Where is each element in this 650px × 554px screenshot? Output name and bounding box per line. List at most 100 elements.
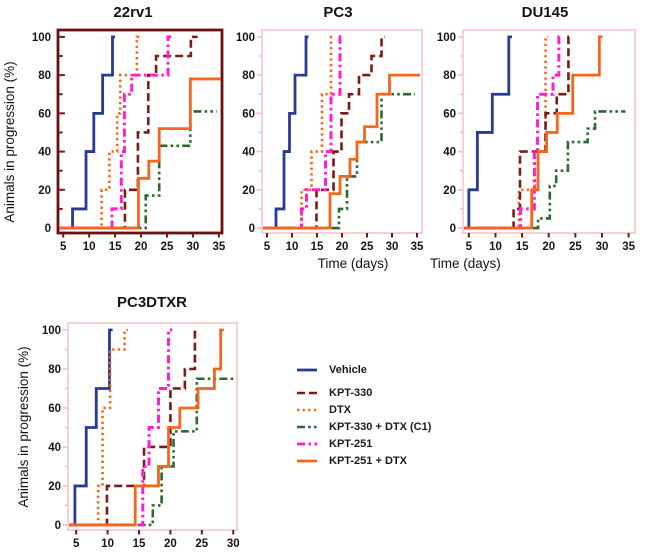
x-tick-label: 5 [60,241,67,253]
legend-item-dtx: DTX [296,401,431,418]
series-kpt251 [263,35,343,230]
series-kpt251dtx [59,77,221,230]
x-tick-label: 25 [569,241,582,253]
x-tick-label: 5 [264,241,271,253]
y-axis-label-pc3dtxr: Animals in progression (%) [16,346,31,507]
chart-du145: DU145 0 20 40 60 80 100 5 10 15 20 25 30 35 [437,4,636,253]
legend-label: KPT-330 + DTX (C1) [329,420,432,433]
series-dtx [464,35,549,230]
series-dtx [59,35,140,230]
series-vehicle [464,35,512,230]
series-kpt251 [69,328,173,527]
series-kpt330 [464,35,573,230]
y-tick-label: 40 [443,147,456,159]
series-kpt251dtx [69,328,224,527]
series-vehicle [263,35,309,230]
chart-title-pc3dtxr: PC3DTXR [117,294,187,311]
x-tick-label: 10 [286,241,299,253]
y-axis-label-22rv1: Animals in progression (%) [2,61,17,222]
series-vehicle [59,35,116,230]
x-tick-label: 30 [386,241,399,253]
series-kpt330dtx [464,110,626,230]
chart-22rv1: 22rv1 Animals in progression (%) 0 20 40 60… [2,4,226,253]
kpt330-line-swatch-icon [297,391,317,394]
series-kpt330dtx [59,110,217,230]
x-tick-label: 30 [596,241,609,253]
y-tick-label: 60 [242,108,255,120]
y-tick-label: 60 [443,108,456,120]
y-tick-label: 20 [242,185,255,197]
x-tick-label: 15 [109,241,122,253]
legend-label: KPT-251 [329,437,373,450]
kpt251-line-swatch-icon [297,442,317,445]
x-tick-label: 15 [133,538,146,550]
legend-item-kpt251: KPT-251 [296,435,431,452]
y-tick-label: 60 [38,108,51,120]
series-kpt251 [59,35,172,230]
x-tick-label: 20 [164,538,177,550]
y-tick-label: 40 [48,442,61,454]
dtx-line-swatch-icon [297,408,317,411]
series-dtx [69,328,128,527]
legend: Vehicle KPT-330 DTX KPT-330 + DTX (C1) K… [296,361,431,469]
y-tick-label: 20 [443,185,456,197]
y-tick-label: 40 [38,147,51,159]
legend-label: KPT-251 + DTX [329,454,407,467]
legend-label: KPT-330 [329,386,373,399]
x-tick-label: 20 [135,241,148,253]
y-tick-label: 40 [242,147,255,159]
legend-label: Vehicle [329,363,367,376]
kpt251dtx-line-swatch-icon [297,459,317,462]
x-tick-label: 10 [101,538,114,550]
x-tick-label: 30 [187,241,200,253]
y-tick-label: 100 [42,325,61,337]
y-tick-label: 20 [48,481,61,493]
x-tick-label: 10 [489,241,502,253]
chart-title-du145: DU145 [522,4,569,21]
y-tick-label: 100 [236,32,255,44]
x-tick-label: 25 [161,241,174,253]
x-tick-label: 5 [466,241,473,253]
y-tick-label: 60 [48,403,61,415]
kpt330dtx-line-swatch-icon [297,425,317,428]
y-tick-label: 0 [55,520,61,532]
series-kpt251 [464,35,563,230]
y-tick-label: 100 [437,32,456,44]
x-tick-label: 30 [227,538,240,550]
x-tick-label: 5 [73,538,80,550]
x-axis-label-du145: Time (days) [430,256,501,271]
y-tick-label: 80 [443,70,456,82]
x-tick-label: 35 [212,241,225,253]
y-tick-label: 80 [48,364,61,376]
x-tick-label: 15 [516,241,529,253]
x-tick-label: 25 [195,538,208,550]
chart-pc3dtxr: PC3DTXR Animals in progression (%) 0 20 40… [16,294,240,550]
y-tick-label: 80 [38,70,51,82]
chart-pc3: PC3 0 20 40 60 80 100 5 10 15 20 25 30 35 [236,4,424,253]
series-kpt330 [263,35,385,230]
legend-item-vehicle: Vehicle [296,361,431,378]
legend-label: DTX [329,403,351,416]
y-tick-label: 100 [32,32,51,44]
series-vehicle [69,328,113,527]
x-tick-label: 25 [361,241,374,253]
x-tick-label: 20 [336,241,349,253]
y-tick-label: 0 [45,223,51,235]
x-tick-label: 10 [83,241,96,253]
series-kpt251dtx [263,73,420,230]
chart-title-22rv1: 22rv1 [113,4,152,21]
x-tick-label: 35 [622,241,635,253]
series-kpt330 [59,35,198,230]
x-axis-label-pc3: Time (days) [317,256,389,271]
x-tick-label: 15 [311,241,324,253]
legend-item-kpt330: KPT-330 [296,384,431,401]
y-tick-label: 0 [450,223,456,235]
y-tick-label: 0 [249,223,255,235]
vehicle-line-swatch-icon [297,368,317,371]
legend-item-kpt251dtx: KPT-251 + DTX [296,452,431,469]
series-kpt330dtx [263,92,415,230]
y-tick-label: 80 [242,70,255,82]
series-dtx [263,35,334,230]
series-kpt330dtx [69,377,236,527]
x-tick-label: 20 [542,241,555,253]
